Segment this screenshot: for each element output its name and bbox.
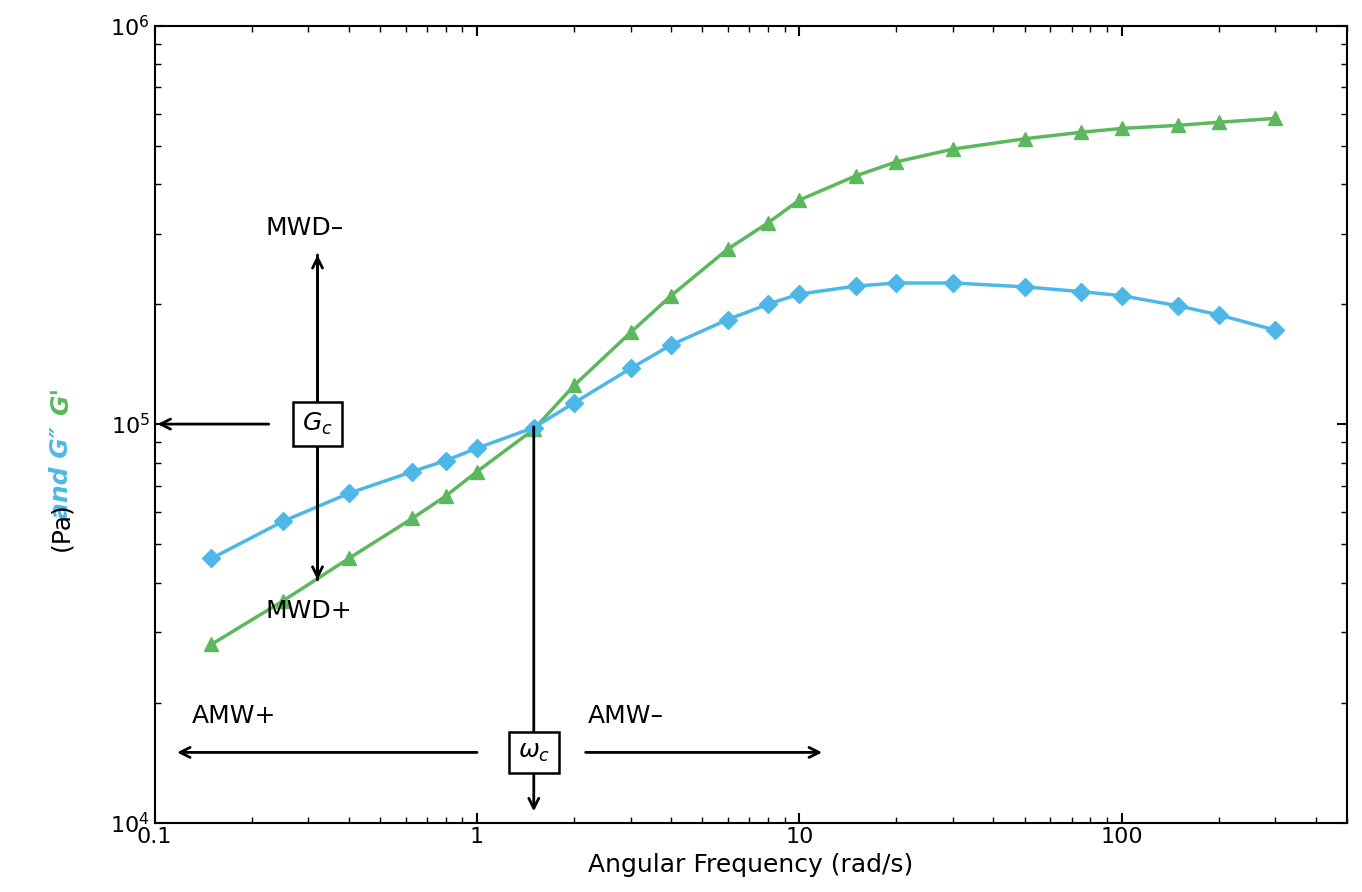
Text: AMW–: AMW– — [587, 704, 663, 728]
Text: MWD–: MWD– — [266, 216, 343, 240]
X-axis label: Angular Frequency (rad/s): Angular Frequency (rad/s) — [588, 853, 914, 877]
Text: and G″: and G″ — [49, 426, 74, 519]
Text: G': G' — [49, 387, 74, 416]
Text: $\omega_c$: $\omega_c$ — [518, 740, 550, 764]
Text: (Pa): (Pa) — [49, 502, 74, 550]
Text: AMW+: AMW+ — [192, 704, 275, 728]
Text: MWD+: MWD+ — [266, 599, 351, 623]
Text: $G_c$: $G_c$ — [302, 411, 332, 437]
